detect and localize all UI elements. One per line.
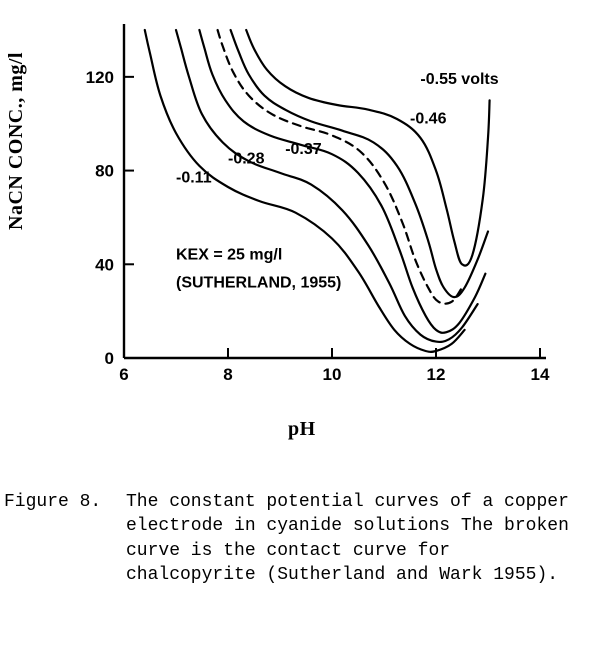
svg-text:120: 120: [86, 68, 114, 87]
svg-text:-0.37: -0.37: [285, 141, 322, 158]
svg-text:-0.55 volts: -0.55 volts: [420, 71, 498, 88]
x-axis-label: pH: [288, 418, 316, 441]
svg-text:80: 80: [95, 162, 114, 181]
caption-body: The constant potential curves of a coppe…: [124, 490, 580, 587]
svg-text:10: 10: [323, 365, 342, 384]
svg-text:-0.46: -0.46: [410, 111, 447, 128]
caption-head: Figure 8.: [0, 490, 124, 587]
svg-text:0: 0: [105, 349, 114, 368]
svg-text:6: 6: [119, 365, 128, 384]
svg-text:-0.28: -0.28: [228, 151, 265, 168]
svg-text:8: 8: [223, 365, 232, 384]
svg-text:-0.11: -0.11: [176, 169, 212, 186]
svg-text:(SUTHERLAND, 1955): (SUTHERLAND, 1955): [176, 275, 341, 292]
y-axis-label: NaCN CONC., mg/l: [5, 52, 28, 230]
contour-chart: 6 8 10 12 14 0 40 80 120 -0.11 -0.28 -0.37 -0.46 -0.5…: [60, 10, 560, 430]
svg-text:14: 14: [531, 365, 550, 384]
svg-text:12: 12: [427, 365, 446, 384]
figure-caption: Figure 8. The constant potential curves …: [0, 490, 580, 587]
svg-text:KEX = 25 mg/l: KEX = 25 mg/l: [176, 247, 282, 264]
svg-text:40: 40: [95, 255, 114, 274]
